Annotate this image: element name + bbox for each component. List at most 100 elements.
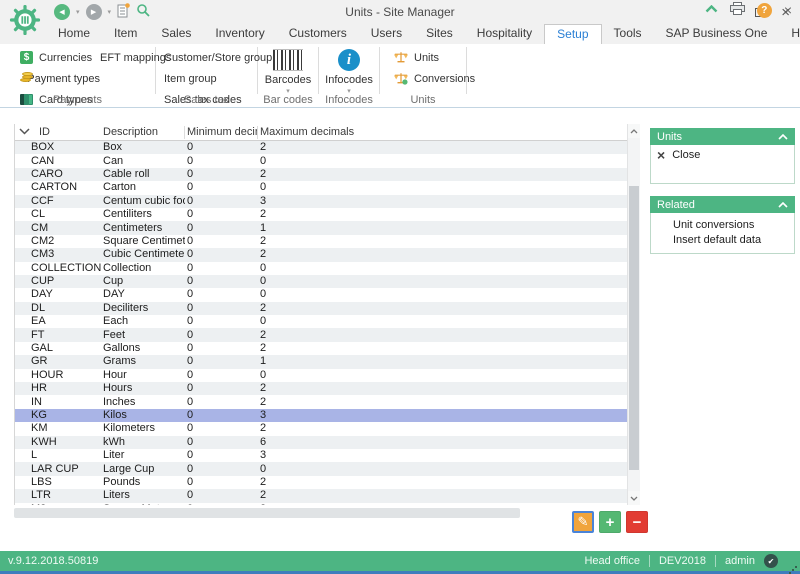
cell-min-decimals: 0	[187, 382, 194, 395]
table-row[interactable]: FT Feet 0 2	[15, 328, 628, 342]
tab-setup[interactable]: Setup	[544, 24, 602, 44]
tab-users[interactable]: Users	[370, 26, 403, 40]
grid-header-max-decimals[interactable]: Maximum decimals	[260, 126, 355, 138]
tab-hospitality[interactable]: Hospitality	[476, 26, 533, 40]
cell-max-decimals: 2	[260, 475, 267, 488]
table-row[interactable]: CL Centiliters 0 2	[15, 208, 628, 221]
ribbon-item-customer-store-group[interactable]: Customer/Store group	[164, 51, 273, 64]
tab-customers[interactable]: Customers	[288, 26, 347, 40]
tab-sap-business-one[interactable]: SAP Business One	[665, 26, 768, 40]
cell-description: Cubic Centimeters	[103, 248, 185, 261]
table-row[interactable]: DAY DAY 0 0	[15, 288, 628, 301]
ribbon-item-card-types[interactable]: Card types	[20, 89, 100, 110]
related-link[interactable]: Unit conversions	[673, 219, 755, 231]
grid-header-description[interactable]: Description	[101, 125, 185, 139]
tab-home[interactable]: Home	[58, 26, 91, 40]
table-row[interactable]: CUP Cup 0 0	[15, 274, 628, 289]
cell-description: Kilos	[103, 409, 127, 421]
journal-list-icon[interactable]	[117, 3, 130, 21]
ribbon-item-item-group[interactable]: Item group	[164, 72, 217, 85]
tab-item[interactable]: Item	[114, 26, 138, 40]
horizontal-scrollbar-thumb[interactable]	[14, 508, 520, 518]
cell-description: Centimeters	[103, 221, 163, 234]
table-row[interactable]: GAL Gallons 0 2	[15, 342, 628, 355]
cell-description: Can	[103, 154, 124, 167]
cell-min-decimals: 0	[187, 355, 194, 368]
forward-dropdown-caret-icon[interactable]: ▾	[107, 9, 112, 16]
table-row[interactable]: KG Kilos 0 3	[15, 408, 628, 423]
back-button[interactable]: ◀	[54, 4, 70, 20]
cell-description: kWh	[103, 435, 125, 448]
sort-chevron-down-icon[interactable]	[19, 126, 30, 138]
vertical-scrollbar[interactable]	[627, 124, 640, 505]
table-row[interactable]: CARO Cable roll 0 2	[15, 167, 628, 182]
tab-inventory[interactable]: Inventory	[215, 26, 265, 40]
database-label[interactable]: DEV2018	[658, 555, 707, 567]
table-row[interactable]: HOUR Hour 0 0	[15, 369, 628, 382]
tab-sites[interactable]: Sites	[426, 26, 453, 40]
table-row[interactable]: DL Deciliters 0 2	[15, 301, 628, 316]
ribbon-item-currencies[interactable]: $ Currencies	[20, 47, 100, 68]
related-panel-header[interactable]: Related	[650, 196, 795, 213]
ribbon-item-units[interactable]: Units	[394, 47, 466, 68]
remove-button[interactable]: −	[626, 511, 648, 533]
resize-grip[interactable]	[795, 566, 797, 568]
table-row[interactable]: BOX Box 0 2	[15, 141, 628, 155]
cell-description: Square Centimeters	[103, 234, 185, 247]
store-label[interactable]: Head office	[584, 555, 640, 567]
panel-close-action[interactable]: × Close	[657, 147, 701, 163]
tab-helloworld[interactable]: HelloWorld	[791, 26, 800, 40]
grid-header-min-decimals[interactable]: Minimum decimals	[185, 125, 258, 139]
ribbon-item-payment-types[interactable]: Payment types	[20, 68, 100, 89]
units-panel-header[interactable]: Units	[650, 128, 795, 145]
table-row[interactable]: HR Hours 0 2	[15, 382, 628, 396]
close-button[interactable]: ×	[781, 3, 790, 21]
ribbon-item-eft-mappings[interactable]: EFT mappings	[100, 51, 172, 64]
barcodes-button[interactable]: Barcodes ▾	[265, 47, 311, 95]
table-row[interactable]: KM Kilometers 0 2	[15, 422, 628, 435]
table-row[interactable]: CM Centimeters 0 1	[15, 221, 628, 235]
table-row[interactable]: L Liter 0 3	[15, 449, 628, 462]
forward-button[interactable]: ▶	[85, 4, 102, 20]
table-row[interactable]: LBS Pounds 0 2	[15, 476, 628, 489]
collapse-panel-chevron-icon[interactable]	[778, 131, 788, 143]
ribbon-group-units: Units Conversions Units	[380, 44, 475, 107]
ribbon-group-infocodes: i Infocodes ▾ Infocodes	[319, 44, 379, 107]
related-link[interactable]: Insert default data	[673, 234, 762, 246]
table-row[interactable]: GR Grams 0 1	[15, 355, 628, 369]
table-row[interactable]: CAN Can 0 0	[15, 154, 628, 167]
cell-id: KM	[31, 422, 48, 435]
table-row[interactable]: CCF Centum cubic foot 0 3	[15, 194, 628, 208]
back-dropdown-caret-icon[interactable]: ▾	[76, 9, 80, 16]
close-form-icon[interactable]: ×	[783, 2, 792, 18]
ribbon-item-conversions[interactable]: Conversions	[394, 68, 475, 89]
table-row[interactable]: COLLECTION Collection 0 0	[15, 262, 628, 275]
add-button[interactable]: +	[599, 511, 621, 533]
grid-header-id[interactable]: ID	[15, 126, 101, 138]
scrollbar-thumb[interactable]	[629, 186, 639, 470]
group-label-payments: Payments	[53, 94, 102, 106]
search-icon[interactable]	[136, 3, 151, 21]
scroll-down-icon[interactable]	[628, 491, 640, 505]
collapse-ribbon-chevron-icon[interactable]	[705, 4, 718, 16]
table-row[interactable]: EA Each 0 0	[15, 315, 628, 328]
edit-button[interactable]: ✎	[572, 511, 594, 533]
cell-id: HOUR	[31, 368, 64, 381]
infocodes-button[interactable]: i Infocodes ▾	[325, 47, 373, 95]
table-row[interactable]: CM2 Square Centimeters 0 2	[15, 235, 628, 248]
table-row[interactable]: IN Inches 0 2	[15, 395, 628, 408]
table-row[interactable]: M2 Square Meters 0 2	[15, 503, 628, 505]
table-row[interactable]: KWH kWh 0 6	[15, 435, 628, 449]
print-icon[interactable]	[729, 2, 745, 18]
collapse-panel-chevron-icon[interactable]	[778, 199, 788, 211]
tab-sales[interactable]: Sales	[161, 26, 192, 40]
user-label[interactable]: admin	[725, 555, 755, 567]
table-row[interactable]: LAR CUP Large Cup 0 0	[15, 462, 628, 476]
table-row[interactable]: CARTON Carton 0 0	[15, 181, 628, 194]
ribbon-item-sales-tax-codes[interactable]: Sales tax codes	[164, 93, 242, 106]
help-icon[interactable]: ?	[756, 2, 772, 18]
scroll-up-icon[interactable]	[628, 124, 640, 138]
tab-tools[interactable]: Tools	[613, 26, 642, 40]
table-row[interactable]: CM3 Cubic Centimeters 0 2	[15, 248, 628, 262]
table-row[interactable]: LTR Liters 0 2	[15, 489, 628, 503]
